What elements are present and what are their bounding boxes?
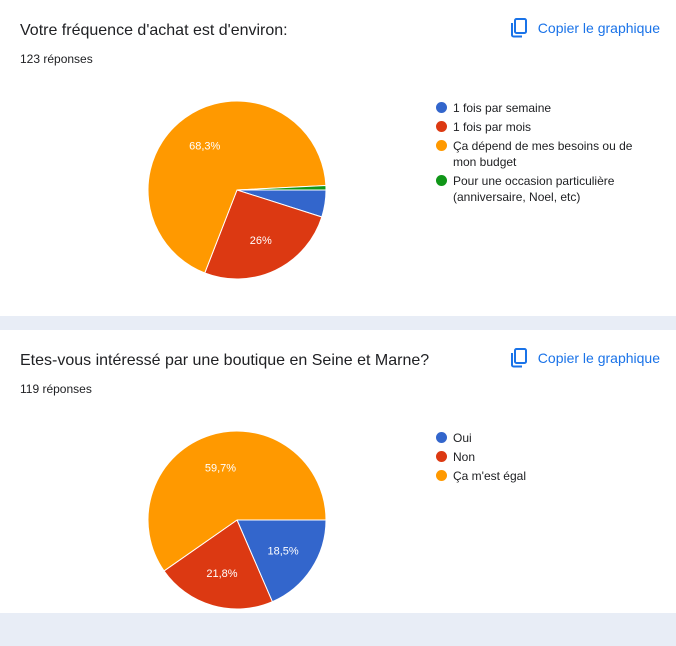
legend-label: 1 fois par mois [453, 120, 532, 134]
pie-chart-frequency: 26% 68,3% [147, 100, 327, 280]
pie-slice-ca-m-est-egal[interactable] [147, 430, 327, 572]
question-title: Etes-vous intéressé par une boutique en … [20, 352, 430, 369]
slice-percentage-label: 59,7% [205, 462, 236, 474]
legend-item-1-fois-par-mois[interactable]: 1 fois par mois [436, 119, 656, 135]
legend-label: Non [453, 450, 476, 464]
pie-slice-non[interactable] [163, 519, 274, 610]
question-card-frequency: Votre fréquence d'achat est d'environ: 1… [0, 0, 676, 316]
legend-label: Oui [453, 431, 472, 445]
copy-chart-button[interactable]: Copier le graphique [510, 18, 660, 38]
question-title: Votre fréquence d'achat est d'environ: [20, 22, 288, 39]
pie-slice-1-fois-par-mois[interactable] [204, 189, 323, 280]
legend-label: Ça dépend de mes besoins ou de mon budge… [453, 139, 633, 169]
legend-item-1-fois-par-semaine[interactable]: 1 fois par semaine [436, 100, 656, 116]
pie-slice-pour-une-occasion-particuliere-anniversaire-noel-etc[interactable] [236, 185, 327, 191]
legend-item-ca-depend-de-mes-besoins-ou-de-mon-budget[interactable]: Ça dépend de mes besoins ou de mon budge… [436, 138, 656, 170]
legend-swatch [436, 121, 447, 132]
slice-percentage-label: 21,8% [206, 568, 237, 580]
copy-chart-label: Copier le graphique [537, 350, 660, 366]
legend-swatch [436, 451, 447, 462]
copy-icon [510, 348, 528, 368]
response-count: 123 réponses [20, 52, 93, 66]
slice-percentage-label: 68,3% [189, 140, 220, 152]
legend-label: Pour une occasion particulière (annivers… [453, 174, 615, 204]
chart-legend: 1 fois par semaine 1 fois par mois Ça dépe… [436, 100, 656, 208]
legend-item-oui[interactable]: Oui [436, 430, 656, 446]
legend-item-ca-m-est-egal[interactable]: Ça m'est égal [436, 468, 656, 484]
copy-chart-label: Copier le graphique [537, 20, 660, 36]
legend-swatch [436, 175, 447, 186]
legend-swatch [436, 470, 447, 481]
pie-slice-oui[interactable] [236, 519, 327, 603]
legend-swatch [436, 140, 447, 151]
chart-legend: Oui Non Ça m'est égal [436, 430, 656, 487]
legend-swatch [436, 432, 447, 443]
legend-item-non[interactable]: Non [436, 449, 656, 465]
legend-label: 1 fois par semaine [453, 101, 552, 115]
legend-swatch [436, 102, 447, 113]
pie-slice-ca-depend-de-mes-besoins-ou-de-mon-budget[interactable] [147, 100, 327, 274]
question-card-interest: Etes-vous intéressé par une boutique en … [0, 330, 676, 613]
response-count: 119 réponses [20, 382, 92, 396]
slice-percentage-label: 18,5% [268, 545, 299, 557]
legend-item-pour-une-occasion-particuliere-anniversaire-noel-etc[interactable]: Pour une occasion particulière (annivers… [436, 173, 656, 205]
copy-icon [510, 18, 528, 38]
pie-chart-interest: 18,5% 21,8% 59,7% [147, 430, 327, 610]
legend-label: Ça m'est égal [453, 469, 526, 483]
slice-percentage-label: 26% [250, 235, 272, 247]
copy-chart-button[interactable]: Copier le graphique [510, 348, 660, 368]
